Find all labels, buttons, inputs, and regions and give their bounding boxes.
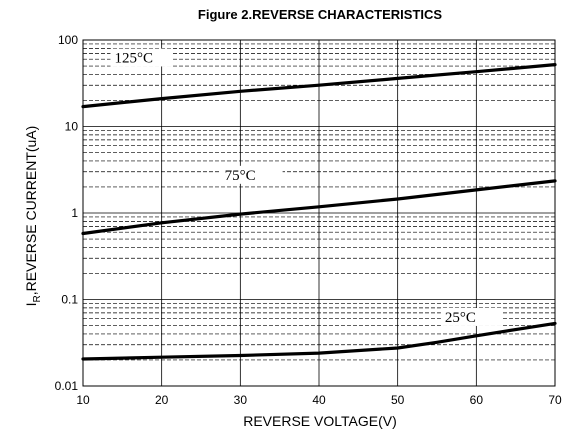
y-tick-labels: 0.01 0.1 1 10 100 — [55, 33, 79, 393]
y-axis-label-rest: ,REVERSE CURRENT(uA) — [23, 126, 39, 296]
y-tick-label: 1 — [71, 206, 78, 220]
x-tick-label: 60 — [470, 393, 484, 407]
x-tick-label: 30 — [234, 393, 248, 407]
y-tick-label: 10 — [65, 120, 79, 134]
y-axis-label-subscript: R — [32, 295, 43, 302]
x-tick-label: 10 — [76, 393, 90, 407]
x-axis-label: REVERSE VOLTAGE(V) — [243, 413, 397, 429]
chart-title: Figure 2.REVERSE CHARACTERISTICS — [198, 7, 442, 22]
series-line-1 — [81, 62, 557, 109]
series-layer: 125°C 75°C 25°C — [81, 48, 557, 361]
grid — [82, 39, 556, 387]
y-tick-label: 0.01 — [55, 379, 79, 393]
x-tick-labels: 10 20 30 40 50 60 70 — [76, 393, 562, 407]
x-tick-label: 20 — [155, 393, 169, 407]
series-line-3 — [81, 321, 557, 361]
y-tick-label: 100 — [58, 33, 78, 47]
series-label: 25°C — [445, 310, 476, 326]
series-line-2 — [81, 179, 557, 236]
x-tick-label: 50 — [391, 393, 405, 407]
series-label-background — [110, 48, 173, 67]
y-tick-label: 0.1 — [61, 293, 78, 307]
series-label-background — [440, 307, 503, 326]
x-tick-label: 70 — [548, 393, 562, 407]
x-tick-label: 40 — [312, 393, 326, 407]
series-label: 75°C — [225, 168, 256, 184]
plot-frame — [82, 39, 556, 387]
series-label-background — [220, 165, 283, 184]
y-axis-label: IR,REVERSE CURRENT(uA) — [23, 126, 43, 307]
series-label: 125°C — [114, 50, 153, 66]
y-axis-label-main: I — [23, 302, 39, 306]
